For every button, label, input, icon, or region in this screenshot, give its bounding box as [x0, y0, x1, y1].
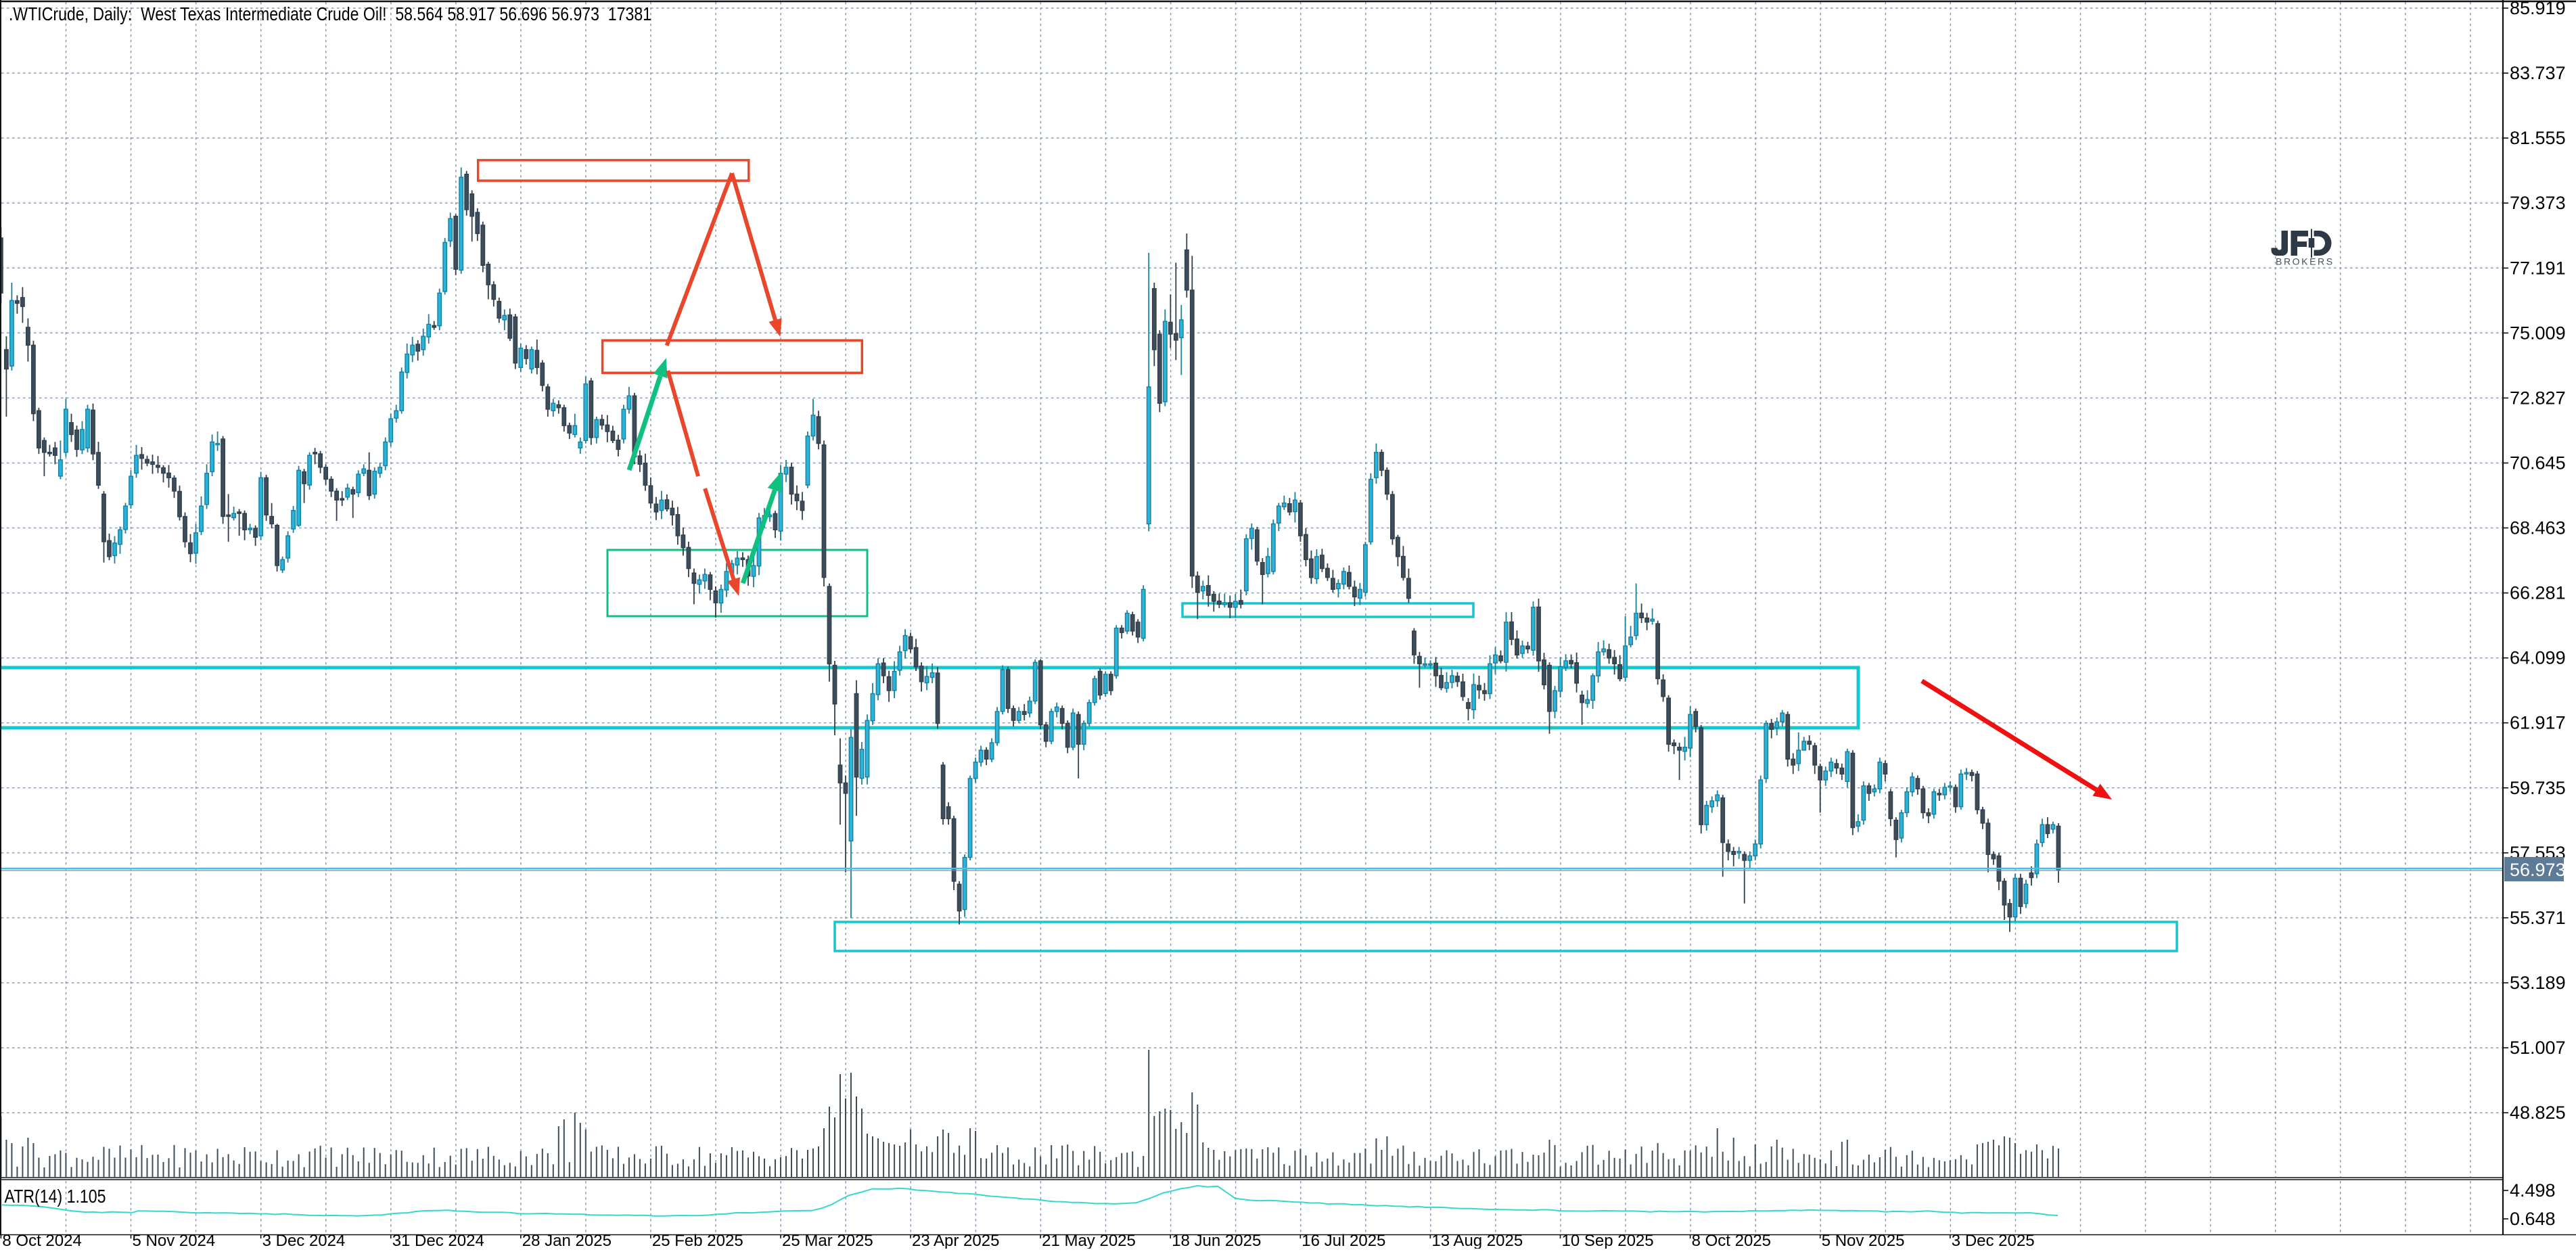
- svg-text:10 Sep 2025: 10 Sep 2025: [1562, 1232, 1654, 1249]
- svg-text:66.281: 66.281: [2510, 583, 2566, 603]
- svg-text:77.191: 77.191: [2510, 258, 2566, 278]
- svg-text:75.009: 75.009: [2510, 323, 2566, 343]
- svg-text:56.973: 56.973: [2510, 860, 2566, 880]
- svg-text:23 Apr 2025: 23 Apr 2025: [912, 1232, 999, 1249]
- svg-text:64.099: 64.099: [2510, 648, 2566, 668]
- svg-text:61.917: 61.917: [2510, 713, 2566, 733]
- svg-text:48.825: 48.825: [2510, 1103, 2566, 1123]
- svg-text:59.735: 59.735: [2510, 778, 2566, 798]
- svg-text:13 Aug 2025: 13 Aug 2025: [1431, 1232, 1523, 1249]
- svg-text:31 Dec 2024: 31 Dec 2024: [392, 1232, 484, 1249]
- svg-text:79.373: 79.373: [2510, 193, 2566, 213]
- svg-text:18 Jun 2025: 18 Jun 2025: [1172, 1232, 1261, 1249]
- svg-text:51.007: 51.007: [2510, 1038, 2566, 1058]
- svg-text:ATR(14) 1.105: ATR(14) 1.105: [5, 1186, 106, 1207]
- svg-text:BROKERS: BROKERS: [2276, 256, 2334, 267]
- svg-text:3 Dec 2024: 3 Dec 2024: [262, 1232, 346, 1249]
- svg-text:25 Mar 2025: 25 Mar 2025: [782, 1232, 873, 1249]
- svg-text:21 May 2025: 21 May 2025: [1042, 1232, 1136, 1249]
- svg-text:83.737: 83.737: [2510, 63, 2566, 83]
- svg-text:5 Nov 2025: 5 Nov 2025: [1822, 1232, 1905, 1249]
- svg-text:8 Oct 2025: 8 Oct 2025: [1692, 1232, 1771, 1249]
- svg-text:55.371: 55.371: [2510, 908, 2566, 928]
- svg-text:70.645: 70.645: [2510, 453, 2566, 473]
- svg-text:25 Feb 2025: 25 Feb 2025: [652, 1232, 743, 1249]
- svg-text:5 Nov 2024: 5 Nov 2024: [133, 1232, 216, 1249]
- svg-text:81.555: 81.555: [2510, 128, 2566, 148]
- svg-text:.WTICrude, Daily: West Texas: .WTICrude, Daily: West Texas Intermediat…: [9, 3, 651, 24]
- svg-text:28 Jan 2025: 28 Jan 2025: [522, 1232, 612, 1249]
- svg-text:4.498: 4.498: [2510, 1180, 2556, 1201]
- svg-text:85.919: 85.919: [2510, 0, 2566, 18]
- svg-text:53.189: 53.189: [2510, 973, 2566, 993]
- svg-text:16 Jul 2025: 16 Jul 2025: [1302, 1232, 1385, 1249]
- svg-text:68.463: 68.463: [2510, 518, 2566, 538]
- svg-text:72.827: 72.827: [2510, 388, 2566, 408]
- svg-text:0.648: 0.648: [2510, 1209, 2556, 1229]
- svg-text:3 Dec 2025: 3 Dec 2025: [1952, 1232, 2035, 1249]
- svg-text:8 Oct 2024: 8 Oct 2024: [2, 1232, 81, 1249]
